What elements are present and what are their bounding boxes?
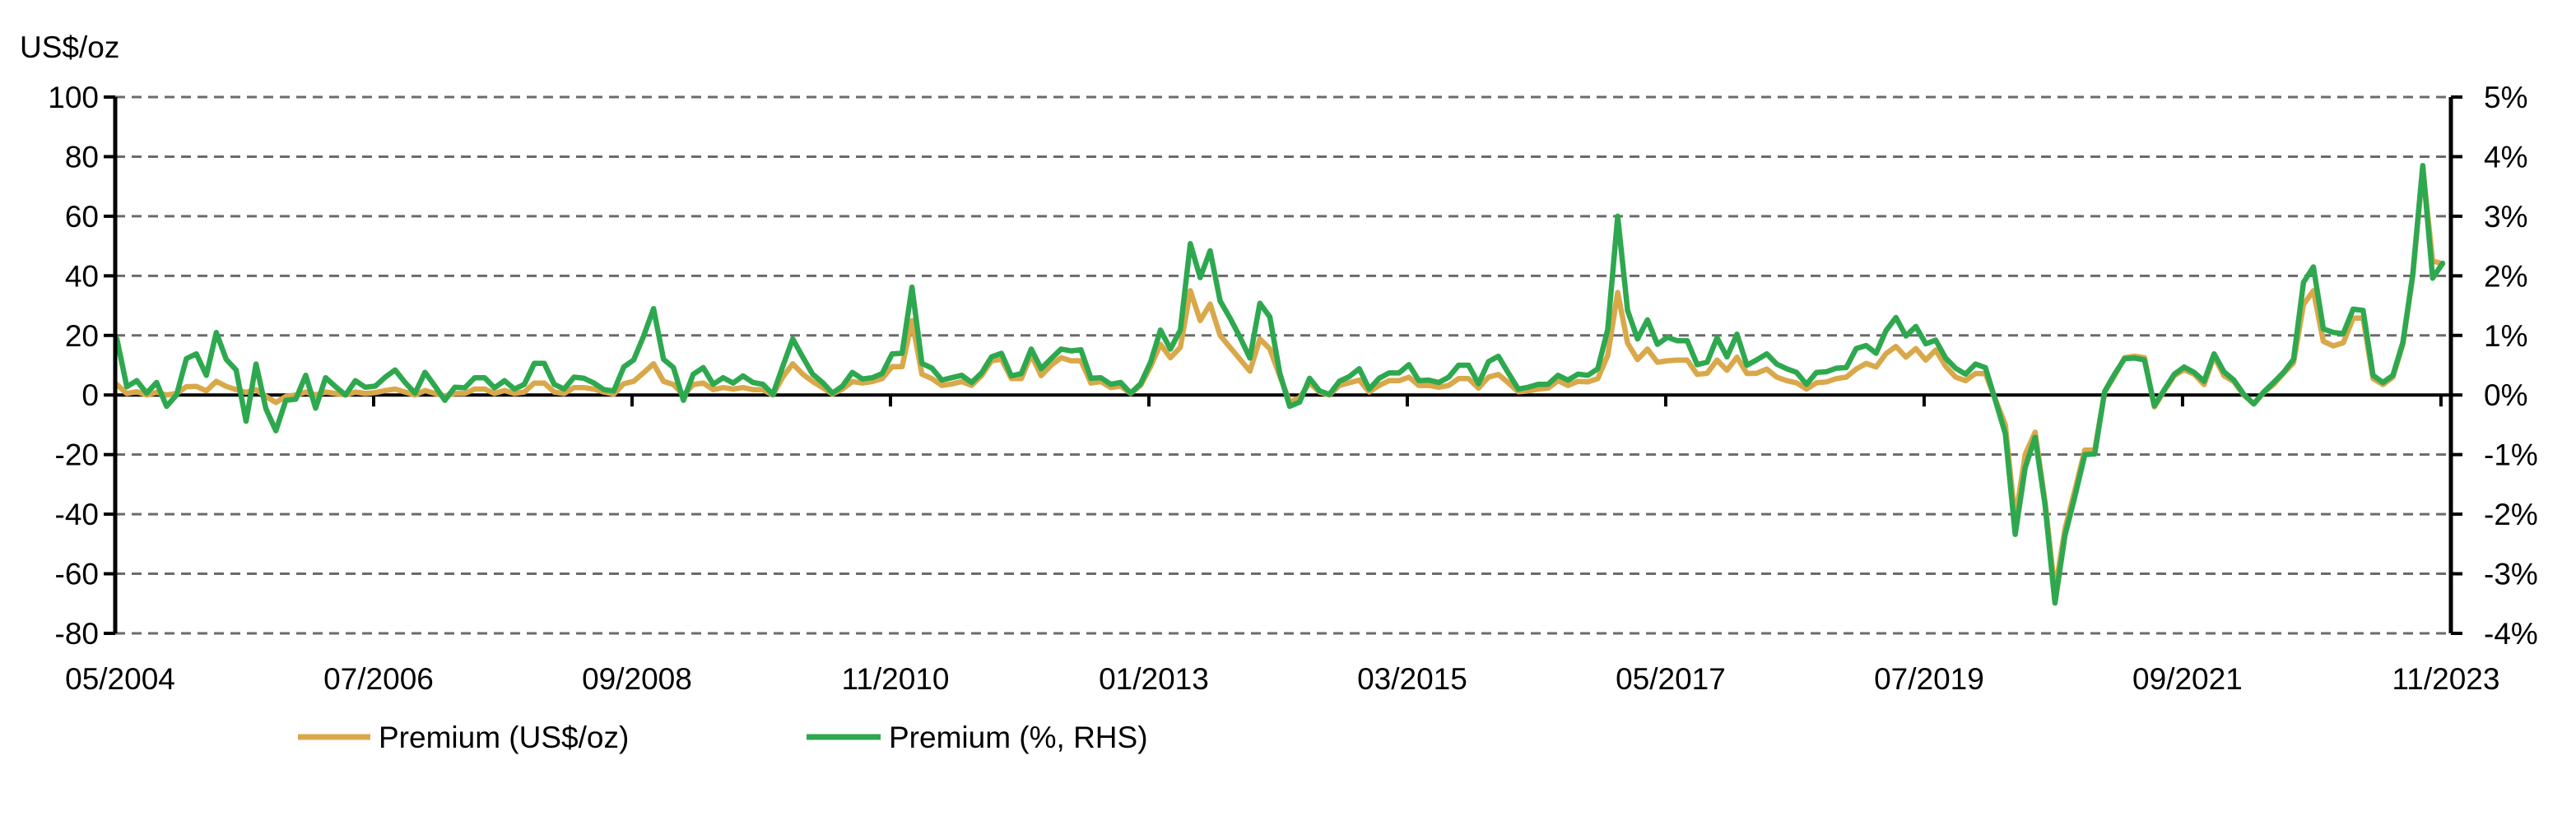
x-axis-tick-label: 11/2023 [2392,662,2499,696]
x-axis-tick-label: 07/2019 [1874,662,1984,696]
x-axis-tick-label: 07/2006 [323,662,434,696]
left-axis-tick-label: -80 [55,617,99,651]
y-axes: 100 80 60 40 20 0 -20 -40 -60 -80 5% 4% 3% 2% 1% 0% -1% -… [48,81,2538,651]
gridlines [115,95,2451,635]
left-axis-tick-label: -20 [55,438,99,472]
x-axis-tick-label: 05/2004 [65,662,175,696]
right-axis-tick-label: 5% [2484,81,2527,114]
x-axis-tick-label: 05/2017 [1616,662,1726,696]
series-lines [114,163,2446,606]
left-axis-tick-label: -60 [55,558,99,591]
series-line-premium-pct [114,163,2446,606]
right-axis-tick-label: 4% [2484,140,2527,174]
right-axis-tick-label: -1% [2484,438,2538,472]
x-axis: 05/2004 07/2006 09/2008 11/2010 01/2013 03/20… [65,393,2499,696]
left-axis-tick-label: 20 [65,319,99,353]
x-axis-tick-label: 03/2015 [1357,662,1467,696]
left-axis-unit-label: US$/oz [20,30,119,64]
right-axis-tick-label: 0% [2484,378,2527,412]
legend-label-premium-pct: Premium (%, RHS) [889,721,1148,754]
x-axis-tick-label: 09/2021 [2132,662,2243,696]
legend: Premium (US$/oz) Premium (%, RHS) [298,721,1148,754]
left-axis-tick-label: 0 [81,378,99,412]
left-axis-tick-label: 40 [65,259,99,293]
right-axis-tick-label: 2% [2484,259,2527,293]
left-axis-tick-label: 60 [65,200,99,234]
right-axis-tick-label: 3% [2484,200,2527,234]
x-axis-tick-label: 09/2008 [582,662,692,696]
x-axis-tick-label: 11/2010 [841,662,949,696]
right-axis-tick-label: -3% [2484,558,2538,591]
right-axis-tick-label: 1% [2484,319,2527,353]
legend-label-premium-usd: Premium (US$/oz) [379,721,629,754]
left-axis-tick-label: -40 [55,498,99,531]
left-axis-tick-label: 100 [48,81,99,114]
right-axis-tick-label: -2% [2484,498,2538,531]
right-axis-tick-label: -4% [2484,617,2538,651]
x-axis-tick-label: 01/2013 [1099,662,1209,696]
left-axis-tick-label: 80 [65,140,99,174]
